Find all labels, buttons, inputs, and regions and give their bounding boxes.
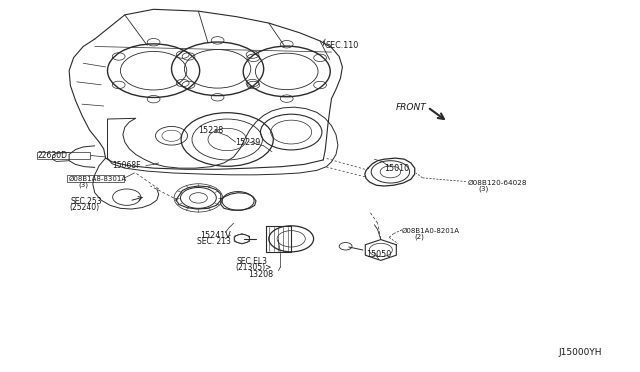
Text: SEC.253: SEC.253 [70, 197, 102, 206]
Text: 15241V: 15241V [200, 231, 230, 240]
Text: 15068F: 15068F [112, 161, 141, 170]
Text: (25240): (25240) [69, 203, 99, 212]
Text: J15000YH: J15000YH [558, 348, 602, 357]
Text: 15050: 15050 [366, 250, 391, 259]
Bar [67, 175, 124, 182]
Text: Ø08B1A8-8301A: Ø08B1A8-8301A [69, 176, 127, 182]
Text: (3): (3) [78, 181, 88, 188]
Text: 15239: 15239 [236, 138, 261, 147]
Text: 13208: 13208 [248, 270, 273, 279]
Text: SEC.110: SEC.110 [325, 41, 358, 50]
Text: 22630D: 22630D [37, 151, 67, 160]
Text: Ø08B120-64028: Ø08B120-64028 [467, 180, 527, 186]
Text: (3): (3) [479, 186, 489, 192]
Bar [37, 152, 90, 159]
Text: 15010: 15010 [384, 164, 409, 173]
Text: SEC.EL3: SEC.EL3 [237, 257, 268, 266]
Text: 15238: 15238 [198, 126, 223, 135]
Text: (2): (2) [415, 233, 424, 240]
Text: SEC. 213: SEC. 213 [197, 237, 231, 246]
Text: Ø08B1A0-8201A: Ø08B1A0-8201A [402, 228, 460, 234]
Text: (21305)>: (21305)> [236, 263, 272, 272]
Text: FRONT: FRONT [396, 103, 426, 112]
